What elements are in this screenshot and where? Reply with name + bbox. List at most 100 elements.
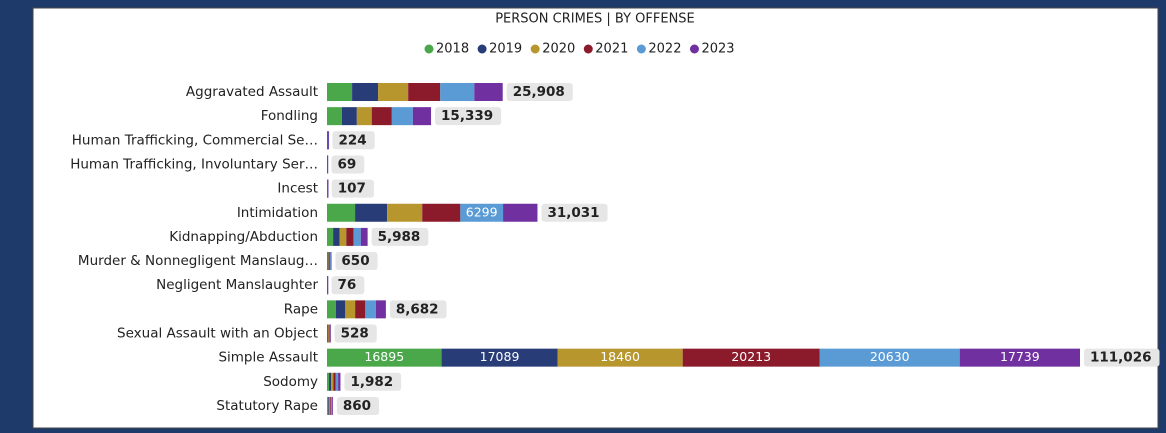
chart-title: PERSON CRIMES | BY OFFENSE [495, 12, 695, 27]
total-label-bg [541, 203, 608, 222]
legend-label: 2019 [489, 42, 522, 57]
bar-segment [819, 348, 960, 367]
bar-segment [335, 300, 346, 319]
category-label: Incest [277, 181, 318, 197]
bar-segment [327, 179, 329, 198]
category-label: Fondling [261, 108, 318, 124]
bar-segment [352, 83, 379, 101]
bar-segment [328, 324, 329, 343]
category-label: Kidnapping/Abduction [169, 229, 318, 245]
legend-swatch [530, 44, 540, 54]
bar-segment [440, 83, 475, 101]
bar-segment [329, 324, 331, 343]
bar-segment [327, 372, 330, 391]
total-label: 8,682 [396, 301, 439, 317]
segment-label: 17089 [480, 349, 520, 364]
bar-segment [327, 227, 334, 246]
category-label: Negligent Manslaughter [156, 277, 318, 293]
bar-segment [355, 203, 388, 222]
bar-segment [422, 203, 461, 222]
total-label-bg [506, 83, 573, 101]
legend-label: 2022 [648, 42, 681, 57]
bar-segment [412, 107, 432, 126]
bar-segment [387, 203, 423, 222]
legend-swatch [424, 44, 434, 54]
bar-segment [328, 396, 330, 415]
category-label: Human Trafficking, Commercial Se… [72, 132, 318, 148]
segment-label: 18460 [600, 349, 640, 364]
legend-label: 2020 [542, 42, 575, 57]
bar-segment [360, 227, 368, 246]
bar-segment [330, 396, 332, 415]
total-label: 528 [341, 326, 369, 342]
segment-label: 6299 [466, 204, 498, 219]
category-label: Statutory Rape [216, 398, 318, 414]
total-label-bg [331, 155, 365, 174]
bar-segment [557, 348, 683, 367]
legend-swatch [689, 44, 699, 54]
bar-segment [328, 252, 330, 271]
segment-label: 16895 [364, 349, 404, 364]
total-label: 25,908 [513, 84, 565, 100]
bar-segment [365, 300, 376, 319]
bar-segment [503, 203, 538, 222]
bar-segment [329, 372, 332, 391]
segment-label: 20213 [731, 349, 771, 364]
legend-label: 2023 [701, 42, 734, 57]
bar-segment [327, 155, 329, 174]
bar-segment [355, 300, 366, 319]
bar-segment [327, 83, 353, 101]
bar-segment [474, 83, 503, 101]
legend-swatch [477, 44, 487, 54]
bar-segment [408, 83, 441, 101]
bar-segment [959, 348, 1080, 367]
bar-segment [345, 300, 356, 319]
bar-segment [460, 203, 504, 222]
bar-segment [331, 396, 333, 415]
bar-segment [378, 83, 409, 101]
total-label-bg [331, 179, 374, 198]
bar-segment [339, 227, 347, 246]
total-label: 1,982 [350, 374, 393, 390]
bar-segment [327, 396, 328, 415]
bar-segment [391, 107, 413, 126]
total-label: 860 [343, 398, 371, 414]
category-label: Rape [284, 301, 318, 317]
total-label: 107 [338, 181, 366, 197]
category-label: Sodomy [263, 374, 318, 390]
bar-segment [329, 396, 331, 415]
legend-swatch [636, 44, 646, 54]
total-label-bg [435, 107, 502, 126]
bar-segment [327, 396, 329, 415]
category-label: Human Trafficking, Involuntary Ser… [70, 156, 318, 172]
total-label: 224 [339, 132, 367, 148]
total-label-bg [331, 276, 365, 295]
total-label-bg [334, 324, 377, 343]
bar-segment [330, 252, 332, 271]
bar-segment [331, 372, 334, 391]
total-label: 650 [341, 253, 369, 269]
bar-segment [329, 252, 331, 271]
total-label: 76 [338, 277, 357, 293]
segment-label: 17739 [1000, 349, 1040, 364]
bar-segment [327, 252, 328, 271]
bar-segment [335, 372, 339, 391]
bar-segment [328, 131, 330, 150]
bar-segment [327, 252, 329, 271]
bar-segment [341, 107, 357, 126]
bar-segment [333, 372, 336, 391]
bar-segment [329, 324, 331, 343]
total-label-bg [389, 300, 447, 319]
total-label-bg [371, 227, 429, 246]
legend-label: 2021 [595, 42, 628, 57]
bar-segment [327, 348, 442, 367]
total-label: 69 [337, 156, 356, 172]
bar-segment [371, 107, 392, 126]
bar-segment [346, 227, 354, 246]
bar-segment [327, 276, 329, 295]
total-label-bg [336, 396, 380, 415]
bar-segment [327, 300, 336, 319]
bar-segment [338, 372, 341, 391]
